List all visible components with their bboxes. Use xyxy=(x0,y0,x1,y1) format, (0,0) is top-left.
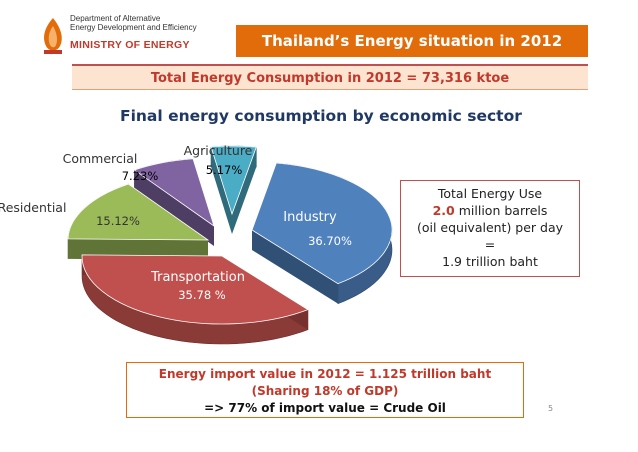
slice-value-transportation: 35.78 % xyxy=(178,288,226,302)
energy-use-value: 2.0 xyxy=(432,203,455,218)
flame-emblem-icon xyxy=(44,18,62,54)
pie-slice-agriculture xyxy=(210,145,257,234)
pie-slice-industry xyxy=(251,162,393,305)
total-energy-use-box: Total Energy Use 2.0 million barrels (oi… xyxy=(400,180,580,277)
pie-slice-commercial xyxy=(133,158,215,246)
page-number: 5 xyxy=(548,404,554,413)
slice-label-residential: Residential xyxy=(0,200,66,215)
slice-label-transportation: Transportation xyxy=(150,270,245,285)
slice-value-commercial: 7.23% xyxy=(122,169,159,183)
logo-ministry-name: MINISTRY OF ENERGY xyxy=(70,39,190,51)
energy-use-line3: (oil equivalent) per day xyxy=(416,220,564,235)
import-line3: => 77% of import value = Crude Oil xyxy=(204,401,446,415)
logo-department-line2: Energy Development and Efficiency xyxy=(70,23,197,32)
energy-use-unit: million barrels xyxy=(458,203,548,218)
logo-department-line1: Department of Alternative xyxy=(70,14,161,23)
slice-label-agriculture: Agriculture xyxy=(184,143,253,158)
slice-value-agriculture: 5.17% xyxy=(206,163,243,177)
energy-use-line2: 2.0 million barrels xyxy=(401,202,579,219)
slide-title: Thailand’s Energy situation in 2012 xyxy=(236,25,588,57)
slice-label-commercial: Commercial xyxy=(63,151,138,166)
pie-slice-transportation xyxy=(81,254,309,345)
energy-use-line1: Total Energy Use xyxy=(437,186,543,201)
chart-title: Final energy consumption by economic sec… xyxy=(120,107,522,125)
slice-value-residential: 15.12% xyxy=(96,214,140,228)
energy-import-box: Energy import value in 2012 = 1.125 tril… xyxy=(126,362,524,418)
slice-label-industry: Industry xyxy=(283,210,337,225)
energy-use-line5: 1.9 trillion baht xyxy=(442,254,538,269)
energy-use-line4: = xyxy=(484,237,496,252)
total-consumption-banner: Total Energy Consumption in 2012 = 73,31… xyxy=(72,64,588,90)
slice-value-industry: 36.70% xyxy=(308,234,352,248)
ministry-logo: Department of Alternative Energy Develop… xyxy=(40,14,240,58)
import-line2: (Sharing 18% of GDP) xyxy=(251,384,399,398)
import-line1: Energy import value in 2012 = 1.125 tril… xyxy=(158,367,492,381)
